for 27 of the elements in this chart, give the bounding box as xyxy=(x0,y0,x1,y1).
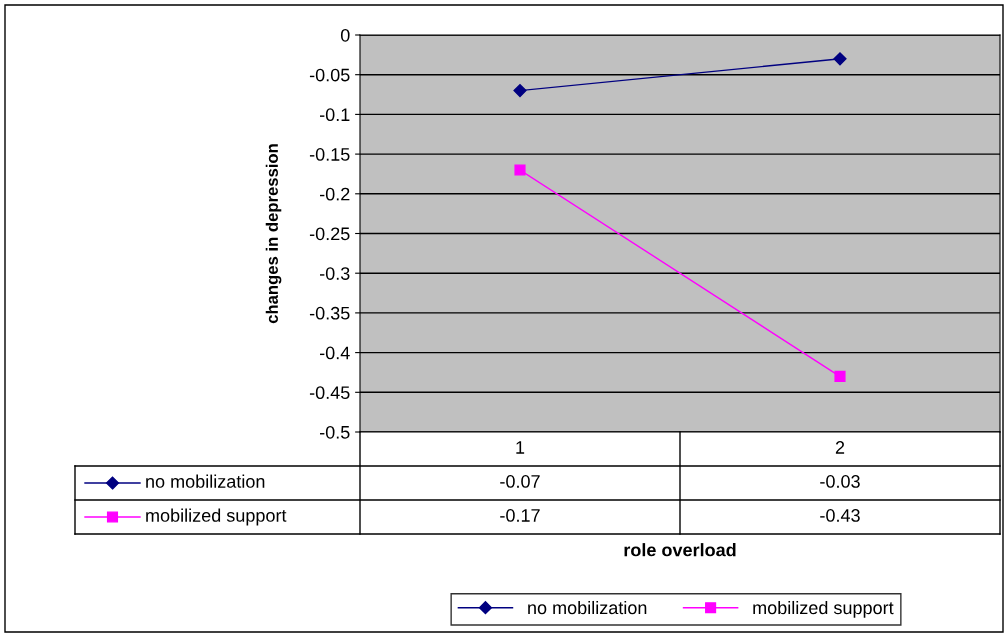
x-tick-label: 1 xyxy=(516,441,525,454)
y-tick-label: -0.05 xyxy=(309,68,350,82)
y-axis-title: changes in depression xyxy=(265,144,282,324)
y-tick-label: -0.5 xyxy=(319,425,350,439)
y-tick-label: -0.25 xyxy=(309,227,350,241)
legend-label: no mobilization xyxy=(146,474,265,488)
y-tick-label: -0.15 xyxy=(309,148,350,161)
x-axis-title: role overload xyxy=(624,543,736,557)
x-tick-label: 2 xyxy=(835,441,845,454)
y-tick-label: -0.35 xyxy=(309,306,350,320)
y-tick-label: -0.3 xyxy=(319,267,350,280)
y-tick-label: -0.1 xyxy=(319,108,350,122)
y-tick-label: -0.4 xyxy=(319,346,350,360)
data-label: -0.03 xyxy=(820,475,860,488)
y-tick-label: -0.2 xyxy=(319,187,350,201)
point xyxy=(513,83,527,98)
point xyxy=(514,164,526,176)
data-label: -0.43 xyxy=(820,509,860,522)
y-tick-label: -0.45 xyxy=(309,386,350,400)
text: mobilized support xyxy=(146,508,287,526)
data-label: -0.07 xyxy=(500,475,540,488)
y-tick-label: 0 xyxy=(340,28,350,42)
point xyxy=(834,370,846,382)
legend-label: mobilized support xyxy=(753,600,894,618)
text: no mobilization xyxy=(528,600,647,615)
data-label: -0.17 xyxy=(500,509,540,522)
point xyxy=(833,52,847,66)
